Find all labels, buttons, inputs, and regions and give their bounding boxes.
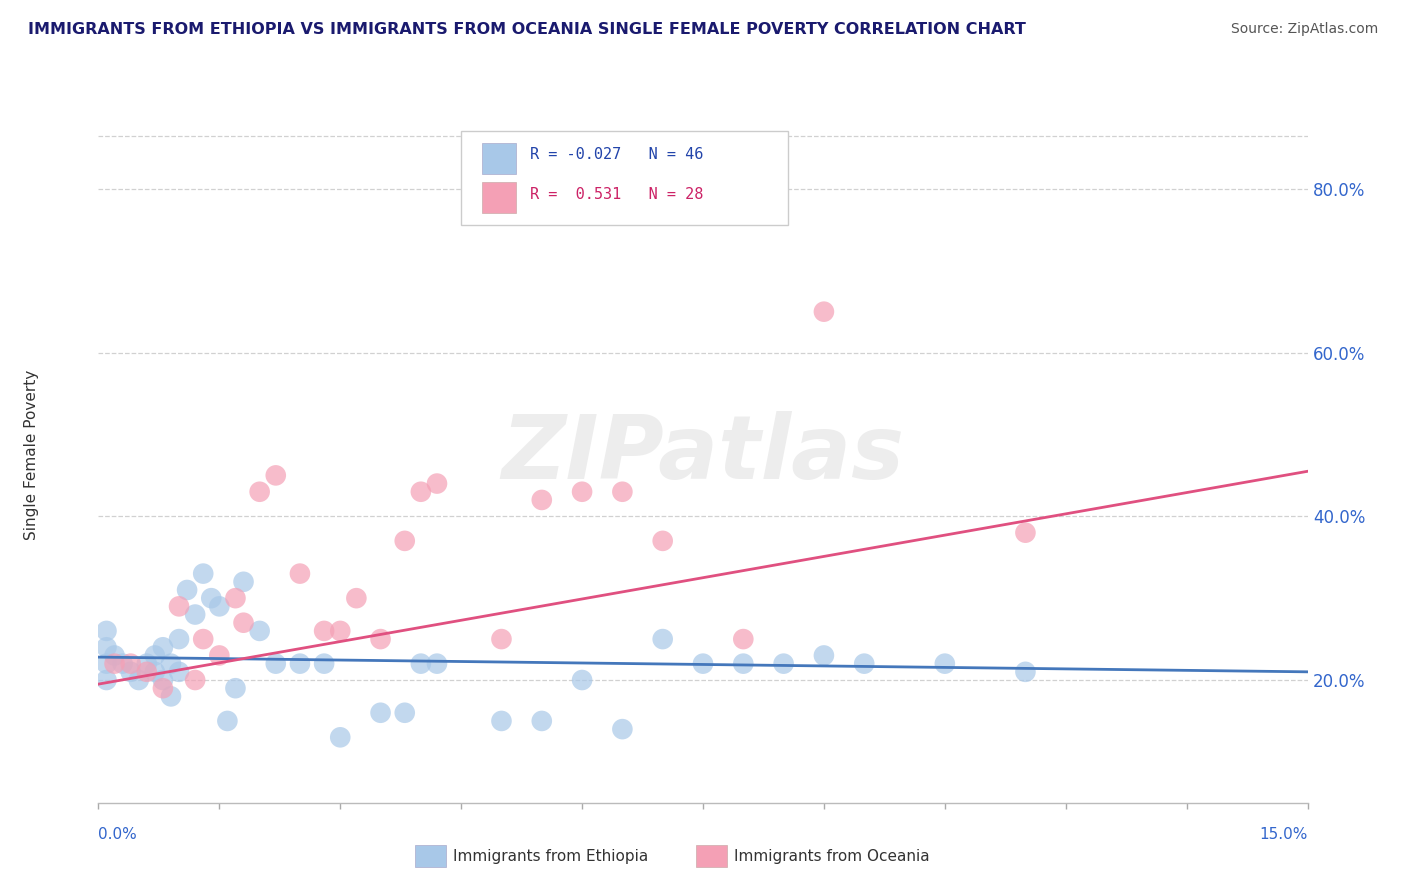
Point xyxy=(409,484,432,499)
Text: Single Female Poverty: Single Female Poverty xyxy=(24,370,39,540)
Text: ZIPatlas: ZIPatlas xyxy=(502,411,904,499)
Point xyxy=(152,673,174,687)
Point xyxy=(96,624,118,638)
Point xyxy=(491,632,513,646)
Point xyxy=(208,599,231,614)
Point xyxy=(111,657,134,671)
Point xyxy=(934,657,956,671)
Point xyxy=(128,673,150,687)
Point xyxy=(143,665,166,679)
Point xyxy=(96,673,118,687)
Point xyxy=(329,624,352,638)
Point xyxy=(264,468,287,483)
Point xyxy=(370,706,392,720)
Point xyxy=(530,714,553,728)
Point xyxy=(692,657,714,671)
Point xyxy=(96,640,118,655)
Bar xyxy=(482,182,516,213)
Point xyxy=(853,657,876,671)
Text: Immigrants from Oceania: Immigrants from Oceania xyxy=(734,849,929,863)
Text: 0.0%: 0.0% xyxy=(98,827,138,841)
Point xyxy=(314,657,336,671)
Point xyxy=(249,484,271,499)
Text: R =  0.531   N = 28: R = 0.531 N = 28 xyxy=(530,186,703,202)
Point xyxy=(1014,665,1036,679)
Point xyxy=(208,648,231,663)
Point xyxy=(167,632,190,646)
Point xyxy=(344,591,367,606)
Point xyxy=(160,690,183,704)
Point xyxy=(224,681,246,696)
Point xyxy=(217,714,239,728)
Point xyxy=(329,731,352,745)
Point xyxy=(491,714,513,728)
Point xyxy=(1014,525,1036,540)
Text: R = -0.027   N = 46: R = -0.027 N = 46 xyxy=(530,147,703,162)
Point xyxy=(152,681,174,696)
Point xyxy=(772,657,794,671)
Point xyxy=(167,665,190,679)
Point xyxy=(224,591,246,606)
Point xyxy=(232,574,254,589)
Point xyxy=(733,632,755,646)
Point xyxy=(612,484,634,499)
Point xyxy=(184,673,207,687)
Point xyxy=(135,657,157,671)
Point xyxy=(409,657,432,671)
Point xyxy=(184,607,207,622)
Text: Immigrants from Ethiopia: Immigrants from Ethiopia xyxy=(453,849,648,863)
FancyBboxPatch shape xyxy=(461,131,787,226)
Point xyxy=(571,484,593,499)
Point xyxy=(120,665,142,679)
Point xyxy=(160,657,183,671)
Point xyxy=(426,476,449,491)
Point xyxy=(651,533,673,548)
Point xyxy=(288,657,311,671)
Text: 15.0%: 15.0% xyxy=(1260,827,1308,841)
Point xyxy=(530,492,553,507)
Point xyxy=(370,632,392,646)
Point xyxy=(152,640,174,655)
Point xyxy=(232,615,254,630)
Point xyxy=(200,591,222,606)
Point xyxy=(96,657,118,671)
Point xyxy=(813,304,835,318)
Point xyxy=(264,657,287,671)
Point xyxy=(571,673,593,687)
Point xyxy=(394,706,416,720)
Point xyxy=(733,657,755,671)
Point xyxy=(394,533,416,548)
Point xyxy=(288,566,311,581)
Point xyxy=(249,624,271,638)
Point xyxy=(314,624,336,638)
Point xyxy=(103,657,125,671)
Text: IMMIGRANTS FROM ETHIOPIA VS IMMIGRANTS FROM OCEANIA SINGLE FEMALE POVERTY CORREL: IMMIGRANTS FROM ETHIOPIA VS IMMIGRANTS F… xyxy=(28,22,1026,37)
Point xyxy=(193,566,215,581)
Point xyxy=(167,599,190,614)
Point xyxy=(426,657,449,671)
Point xyxy=(120,657,142,671)
Point xyxy=(193,632,215,646)
Point xyxy=(176,582,198,597)
Bar xyxy=(482,143,516,174)
Point xyxy=(103,648,125,663)
Point xyxy=(135,665,157,679)
Point xyxy=(143,648,166,663)
Point xyxy=(651,632,673,646)
Point xyxy=(813,648,835,663)
Point xyxy=(612,722,634,736)
Text: Source: ZipAtlas.com: Source: ZipAtlas.com xyxy=(1230,22,1378,37)
